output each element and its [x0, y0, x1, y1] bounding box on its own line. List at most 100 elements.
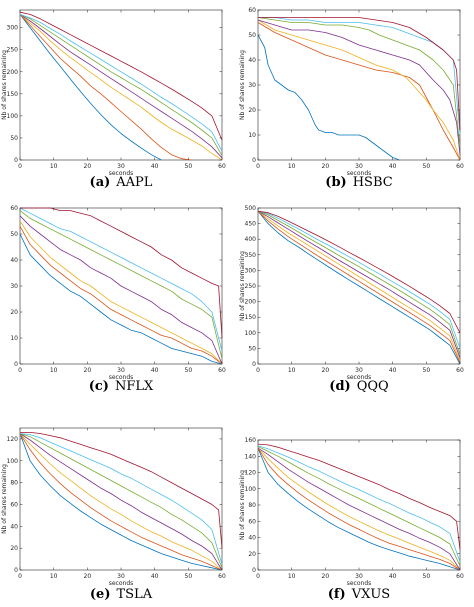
x-tick-label: 60: [218, 367, 226, 374]
series-line: [19, 433, 223, 571]
y-tick-label: 40: [248, 57, 256, 64]
series-line: [19, 433, 223, 571]
x-tick-label: 50: [185, 163, 193, 170]
caption-letter: (b): [325, 175, 346, 190]
x-tick-label: 20: [322, 573, 330, 580]
y-tick-label: 0: [252, 567, 256, 574]
x-tick-label: 40: [151, 163, 159, 170]
series-line: [257, 210, 461, 358]
y-tick-label: 200: [7, 69, 19, 76]
series-line: [19, 433, 223, 568]
caption-letter: (c): [89, 379, 109, 394]
x-tick-label: 0: [256, 367, 260, 374]
y-axis-label: Nb of shares remaining: [239, 251, 246, 321]
panel-caption: (c) NFLX: [89, 379, 154, 394]
x-tick-label: 20: [322, 367, 330, 374]
y-tick-label: 100: [245, 330, 257, 337]
series-line: [257, 445, 461, 563]
x-axis-label: seconds: [347, 580, 372, 587]
x-tick-label: 0: [18, 573, 22, 580]
caption-name: HSBC: [353, 175, 393, 190]
axes-box: [19, 427, 223, 571]
panel-caption: (f) VXUS: [328, 587, 390, 602]
y-tick-label: 450: [245, 221, 257, 228]
y-tick-label: 80: [10, 480, 18, 487]
x-tick-label: 60: [456, 367, 464, 374]
y-tick-label: 20: [10, 545, 18, 552]
series-line: [19, 433, 223, 571]
series-line: [19, 14, 223, 159]
y-tick-label: 40: [10, 523, 18, 530]
y-tick-label: 250: [245, 283, 257, 290]
x-tick-label: 30: [355, 573, 363, 580]
y-tick-label: 60: [10, 501, 18, 508]
x-tick-label: 20: [84, 163, 92, 170]
x-tick-label: 0: [256, 163, 260, 170]
series-line: [20, 431, 223, 549]
y-tick-label: 60: [248, 7, 256, 14]
x-tick-label: 20: [322, 163, 330, 170]
y-tick-label: 300: [245, 267, 257, 274]
series-line: [19, 14, 192, 161]
x-tick-label: 30: [117, 573, 125, 580]
y-tick-label: 150: [7, 91, 19, 98]
y-tick-label: 150: [245, 314, 257, 321]
caption-letter: (d): [329, 379, 350, 394]
y-tick-label: 50: [10, 135, 18, 142]
y-tick-label: 0: [252, 157, 256, 164]
caption-name: NFLX: [115, 379, 154, 394]
series-line: [19, 220, 223, 365]
y-tick-label: 60: [10, 205, 18, 212]
y-tick-label: 140: [245, 453, 257, 460]
series-line: [257, 17, 461, 148]
series-line: [19, 14, 223, 152]
series-line: [257, 19, 461, 156]
y-tick-label: 50: [248, 32, 256, 39]
y-tick-label: 100: [7, 113, 19, 120]
y-axis-label: Nb of shares remaining: [1, 464, 8, 534]
panel-qqq: 0 10 20 30 40 50 60 0 50 100 150 200 250 300 350 400 450…: [239, 205, 464, 394]
x-tick-label: 60: [218, 163, 226, 170]
series-line: [257, 446, 461, 567]
x-axis-label: seconds: [109, 170, 134, 177]
x-tick-label: 30: [355, 367, 363, 374]
x-axis-label: seconds: [109, 374, 134, 381]
x-tick-label: 10: [50, 367, 58, 374]
caption-name: AAPL: [115, 175, 153, 190]
y-tick-label: 50: [248, 345, 256, 352]
y-tick-label: 40: [248, 535, 256, 542]
caption-letter: (f): [328, 587, 346, 602]
x-tick-label: 40: [389, 163, 397, 170]
x-tick-label: 30: [117, 163, 125, 170]
panel-aapl: 0 10 20 30 40 50 60 0 50 100 150 200 250 300 seconds Nb…: [1, 9, 226, 190]
series-line: [19, 433, 223, 565]
panel-vxus: 0 10 20 30 40 50 60 0 20 40 60 80 100 120 140 160 second…: [239, 437, 464, 602]
series-line: [19, 14, 223, 156]
y-tick-label: 50: [10, 231, 18, 238]
caption-name: VXUS: [351, 587, 391, 602]
x-tick-label: 60: [456, 163, 464, 170]
x-axis-label: seconds: [347, 374, 372, 381]
y-axis-label: Nb of shares remaining: [1, 50, 8, 120]
y-tick-label: 0: [14, 157, 18, 164]
y-tick-label: 20: [10, 309, 18, 316]
y-tick-label: 120: [7, 436, 19, 443]
series-line: [19, 14, 162, 161]
panel-caption: (a) AAPL: [90, 175, 153, 190]
series-line: [257, 210, 461, 362]
y-tick-label: 500: [245, 205, 257, 212]
x-tick-label: 0: [18, 367, 22, 374]
y-tick-label: 160: [245, 437, 257, 444]
x-tick-label: 60: [218, 573, 226, 580]
x-tick-label: 20: [84, 367, 92, 374]
x-tick-label: 40: [151, 573, 159, 580]
y-tick-label: 10: [248, 132, 256, 139]
series-line: [257, 22, 461, 161]
series-line: [257, 210, 461, 349]
x-tick-label: 20: [84, 573, 92, 580]
series-line: [257, 19, 461, 161]
x-tick-label: 40: [389, 573, 397, 580]
series-line: [257, 210, 461, 365]
series-line: [19, 14, 223, 161]
